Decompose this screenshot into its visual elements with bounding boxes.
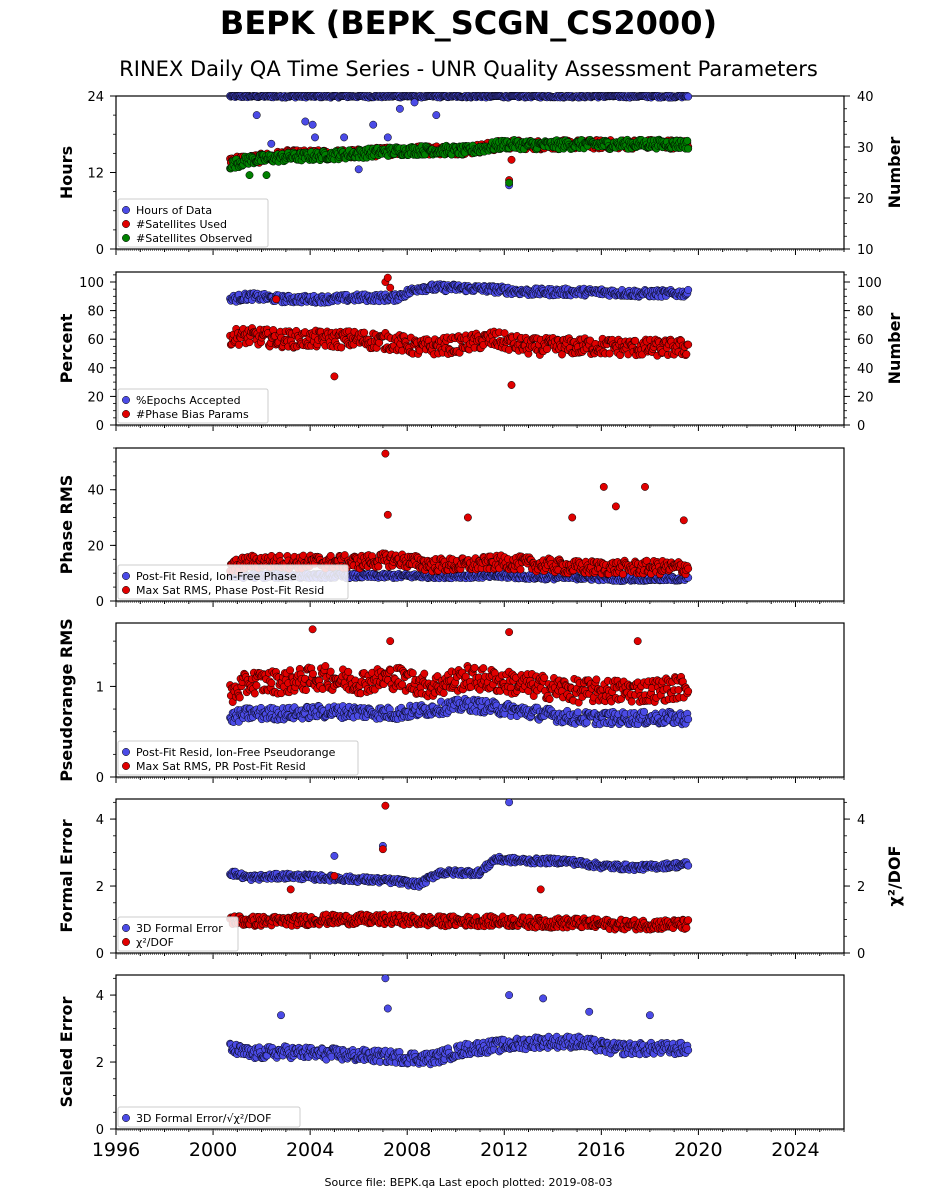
hours-numbers-y-right-tick-label: 40	[857, 90, 874, 105]
data-point-outlier	[245, 171, 254, 180]
hours-numbers-legend-label: #Satellites Used	[136, 218, 227, 231]
phase-rms-y-tick-label: 0	[96, 595, 104, 610]
data-point	[684, 564, 693, 573]
data-point-outlier	[308, 120, 317, 129]
hours-numbers-legend-marker	[122, 206, 130, 214]
data-point	[684, 92, 693, 101]
hours-numbers-y-tick-label: 24	[87, 90, 104, 105]
hours-numbers-y-right-tick-label: 20	[857, 192, 874, 207]
data-point-outlier	[383, 133, 392, 142]
percent-numbers-y-tick-label: 100	[79, 276, 104, 291]
data-point-outlier	[507, 155, 516, 164]
phase-rms-legend-marker	[122, 572, 130, 580]
hours-numbers-legend-label: #Satellites Observed	[136, 232, 252, 245]
data-point	[683, 136, 692, 145]
data-point-outlier	[568, 513, 577, 522]
data-point-outlier	[505, 178, 514, 187]
hours-numbers-y-tick-label: 12	[87, 167, 104, 182]
data-point-outlier	[311, 133, 319, 142]
percent-numbers-y-tick-label: 0	[96, 419, 104, 434]
percent-numbers-legend-marker	[122, 396, 130, 404]
hours-numbers-series-blue	[226, 92, 693, 190]
data-point	[684, 144, 693, 153]
data-point-outlier	[463, 513, 472, 522]
data-point-outlier	[381, 449, 390, 458]
data-point-outlier	[611, 502, 620, 511]
percent-numbers-y-tick-label: 60	[87, 333, 104, 348]
percent-numbers-legend-label: %Epochs Accepted	[136, 394, 241, 407]
hours-numbers-legend-marker	[122, 234, 130, 242]
data-point-outlier	[386, 283, 395, 292]
data-point-outlier	[383, 510, 392, 519]
percent-numbers-y-right-tick-label: 80	[857, 305, 874, 320]
data-point-outlier	[267, 139, 276, 148]
data-point-outlier	[599, 482, 608, 491]
data-point	[374, 562, 383, 571]
data-point	[337, 343, 346, 352]
data-point-outlier	[272, 295, 281, 304]
hours-numbers-y-axis-label: Hours	[57, 146, 76, 199]
data-point-outlier	[507, 381, 516, 389]
data-point	[245, 338, 254, 347]
percent-numbers-y-tick-label: 40	[87, 362, 104, 377]
data-point	[684, 340, 693, 349]
data-point-outlier	[432, 111, 441, 120]
data-point	[543, 345, 551, 354]
data-point-outlier	[354, 165, 363, 174]
data-point-outlier	[679, 516, 688, 525]
phase-rms-y-tick-label: 40	[87, 484, 104, 499]
data-point	[684, 285, 693, 294]
hours-numbers-y-right-axis-label: Number	[885, 137, 904, 209]
data-point-outlier	[395, 104, 404, 113]
percent-numbers-y-right-tick-label: 60	[857, 333, 874, 348]
percent-numbers-y-axis-label: Percent	[57, 313, 76, 383]
data-point	[558, 350, 566, 359]
data-point-outlier	[383, 273, 392, 282]
hours-numbers-y-right-tick-label: 30	[857, 141, 874, 156]
percent-numbers-y-right-tick-label: 100	[857, 276, 882, 291]
hours-numbers-legend-marker	[122, 220, 130, 228]
hours-numbers-legend-label: Hours of Data	[136, 204, 212, 217]
data-point-outlier	[340, 133, 349, 142]
percent-numbers-y-tick-label: 80	[87, 305, 104, 320]
data-point-outlier	[252, 111, 261, 120]
percent-numbers-legend-label: #Phase Bias Params	[136, 408, 249, 421]
data-point-outlier	[369, 120, 378, 129]
phase-rms-legend-label: Max Sat RMS, Phase Post-Fit Resid	[136, 584, 324, 597]
data-point	[516, 565, 525, 574]
data-point	[682, 350, 691, 359]
data-point-outlier	[262, 171, 271, 180]
chart-subtitle: RINEX Daily QA Time Series - UNR Quality…	[119, 57, 818, 81]
hours-numbers-y-right-tick-label: 10	[857, 243, 874, 258]
data-point-outlier	[410, 98, 419, 107]
data-point-outlier	[301, 117, 310, 126]
data-point-outlier	[330, 372, 339, 381]
phase-rms-y-tick-label: 20	[87, 539, 104, 554]
percent-numbers-legend-marker	[122, 410, 130, 418]
data-point-outlier	[641, 482, 649, 491]
phase-rms-y-axis-label: Phase RMS	[57, 475, 76, 575]
phase-rms-legend-label: Post-Fit Resid, Ion-Free Phase	[136, 570, 297, 583]
percent-numbers-y-right-axis-label: Number	[885, 313, 904, 385]
percent-numbers-y-right-tick-label: 0	[857, 419, 865, 434]
hours-numbers-y-tick-label: 0	[96, 243, 104, 258]
percent-numbers-y-right-tick-label: 20	[857, 390, 874, 405]
percent-numbers-y-tick-label: 20	[87, 390, 104, 405]
percent-numbers-y-right-tick-label: 40	[857, 362, 874, 377]
data-point	[360, 328, 369, 337]
phase-rms-legend-marker	[122, 586, 130, 594]
data-point	[234, 340, 243, 349]
chart-title: BEPK (BEPK_SCGN_CS2000)	[219, 4, 718, 42]
